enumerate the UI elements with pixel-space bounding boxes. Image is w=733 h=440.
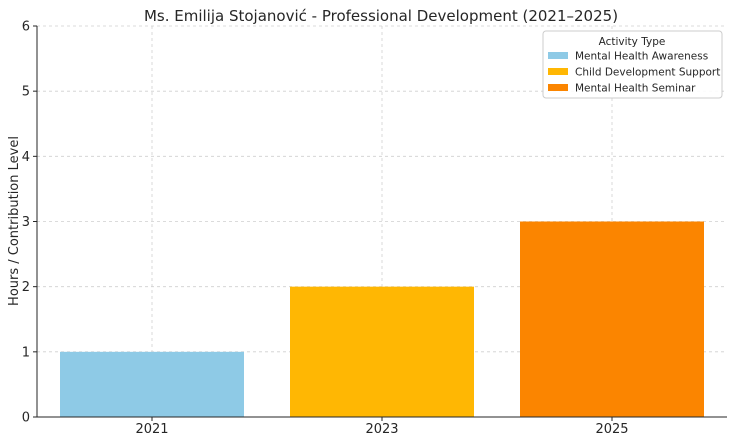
x-tick-label: 2021: [135, 422, 168, 437]
legend-swatch: [548, 68, 568, 75]
y-tick-label: 1: [22, 345, 30, 360]
legend-label: Mental Health Awareness: [575, 51, 708, 63]
y-tick-label: 3: [22, 215, 30, 230]
x-ticks: 2021 2023 2025: [135, 417, 629, 437]
x-tick-label: 2025: [595, 422, 628, 437]
y-tick-label: 6: [22, 20, 30, 35]
legend-label: Child Development Support: [575, 67, 720, 79]
x-tick-label: 2023: [365, 422, 398, 437]
y-ticks: 0 1 2 3 4 5 6: [22, 20, 37, 426]
bar: [520, 221, 704, 417]
y-tick-label: 5: [22, 85, 30, 100]
legend-label: Mental Health Seminar: [575, 83, 696, 95]
y-axis-label: Hours / Contribution Level: [7, 136, 22, 306]
y-tick-label: 4: [22, 150, 30, 165]
bars: [60, 221, 704, 417]
legend-title: Activity Type: [599, 36, 666, 48]
legend-swatch: [548, 52, 568, 59]
y-tick-label: 2: [22, 280, 30, 295]
bar: [290, 286, 474, 417]
y-tick-label: 0: [22, 411, 30, 426]
legend-swatch: [548, 84, 568, 91]
bar: [60, 351, 244, 417]
legend-box: [542, 30, 723, 99]
legend: Activity Type Mental Health Awareness Chi…: [542, 30, 723, 99]
chart-title: Ms. Emilija Stojanović - Professional De…: [144, 7, 618, 25]
